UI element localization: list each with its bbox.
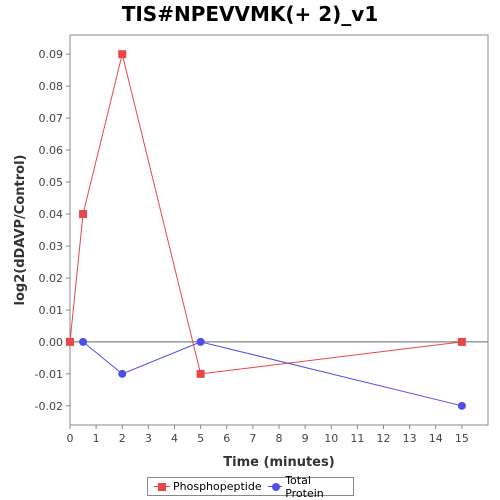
series-layer — [66, 50, 466, 410]
y-tick-label: 0.08 — [39, 80, 64, 93]
x-tick-label: 6 — [223, 432, 230, 445]
y-tick-label: 0.00 — [39, 336, 64, 349]
y-axis-title: log2(dDAVP/Control) — [13, 155, 28, 306]
y-axis: -0.02 -0.01 0.00 0.01 0.02 0.03 0.04 0.05 0.06 0.… — [35, 48, 70, 413]
x-tick-label: 11 — [350, 432, 364, 445]
legend-item-total-protein: Total Protein — [267, 473, 347, 500]
data-point-total-protein — [118, 369, 127, 378]
y-tick-label: 0.05 — [39, 176, 64, 189]
x-tick-label: 2 — [119, 432, 126, 445]
chart-title: TIS#NPEVVMK(+ 2)_v1 — [121, 2, 379, 26]
y-tick-label: 0.01 — [39, 304, 64, 317]
x-tick-label: 15 — [455, 432, 469, 445]
x-tick-label: 4 — [171, 432, 178, 445]
legend-label-total-protein: Total Protein — [285, 473, 324, 500]
chart-legend: Phosphopeptide Total Protein — [147, 474, 354, 500]
data-point-phosphopeptide — [196, 369, 205, 378]
x-tick-label: 3 — [145, 432, 152, 445]
y-tick-label: 0.09 — [39, 48, 64, 61]
data-point-total-protein — [79, 337, 88, 346]
legend-square-marker-icon — [154, 482, 170, 492]
y-tick-label: 0.04 — [39, 208, 64, 221]
data-point-phosphopeptide — [66, 337, 74, 346]
y-tick-label: 0.02 — [39, 272, 64, 285]
x-tick-label: 12 — [377, 432, 391, 445]
x-tick-label: 9 — [302, 432, 309, 445]
y-tick-label: 0.06 — [39, 144, 64, 157]
data-point-total-protein — [457, 401, 466, 410]
x-tick-label: 0 — [67, 432, 74, 445]
y-tick-label: -0.01 — [35, 368, 63, 381]
legend-item-phosphopeptide: Phosphopeptide — [154, 480, 262, 493]
x-tick-label: 5 — [197, 432, 204, 445]
x-tick-label: 10 — [324, 432, 338, 445]
x-axis: 0 1 2 3 4 5 6 7 8 9 10 11 12 13 14 15 — [67, 425, 469, 445]
x-tick-label: 8 — [276, 432, 283, 445]
data-point-total-protein — [196, 337, 205, 346]
data-point-phosphopeptide — [457, 337, 466, 346]
y-tick-label: 0.03 — [39, 240, 64, 253]
chart-plot: -0.02 -0.01 0.00 0.01 0.02 0.03 0.04 0.05 0.06 0.… — [13, 34, 489, 470]
plot-area — [69, 34, 489, 426]
legend-label-phosphopeptide: Phosphopeptide — [173, 480, 262, 493]
legend-circle-marker-icon — [267, 482, 283, 492]
data-point-phosphopeptide — [118, 50, 127, 59]
data-point-phosphopeptide — [79, 210, 88, 219]
y-tick-label: 0.07 — [39, 112, 64, 125]
y-tick-label: -0.02 — [35, 400, 63, 413]
x-tick-label: 7 — [249, 432, 256, 445]
x-tick-label: 1 — [93, 432, 100, 445]
x-axis-title: Time (minutes) — [223, 455, 334, 470]
x-tick-label: 14 — [429, 432, 443, 445]
series-line-total-protein — [82, 341, 462, 407]
x-tick-label: 13 — [403, 432, 417, 445]
